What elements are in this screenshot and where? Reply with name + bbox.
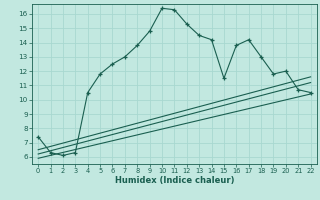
X-axis label: Humidex (Indice chaleur): Humidex (Indice chaleur) xyxy=(115,176,234,185)
